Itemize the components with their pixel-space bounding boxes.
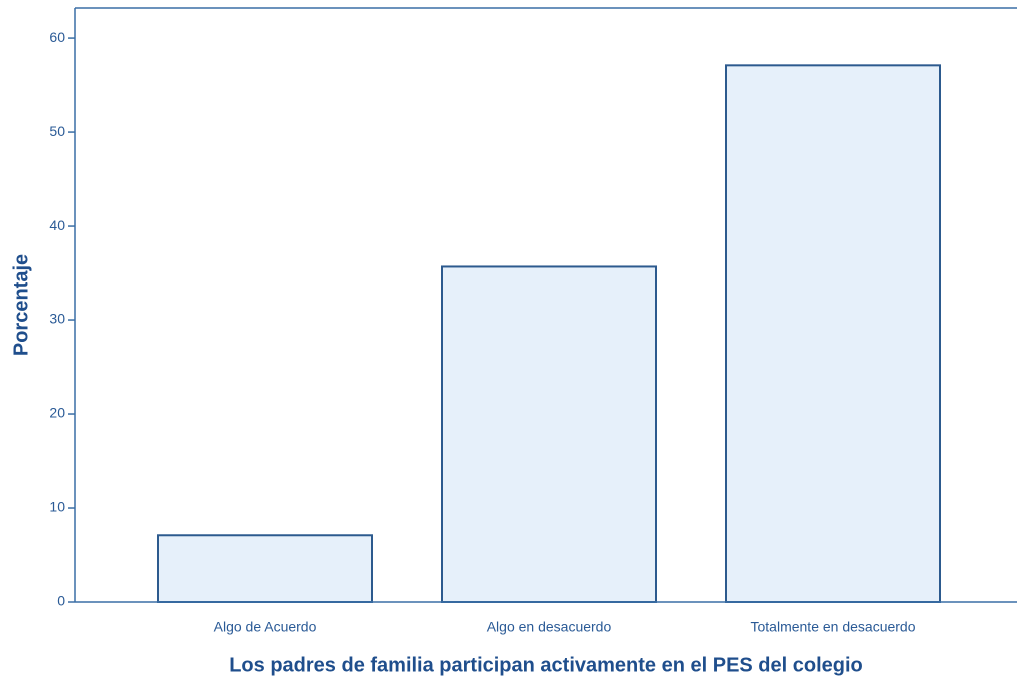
y-tick-label: 20 bbox=[49, 405, 65, 421]
y-tick-label: 50 bbox=[49, 123, 65, 139]
y-axis-title: Porcentaje bbox=[10, 254, 32, 356]
y-tick-label: 0 bbox=[57, 593, 65, 609]
bar bbox=[725, 64, 941, 603]
x-tick-label: Algo en desacuerdo bbox=[487, 619, 612, 635]
y-tick-label: 10 bbox=[49, 499, 65, 515]
y-tick-label: 30 bbox=[49, 311, 65, 327]
x-tick-label: Algo de Acuerdo bbox=[214, 619, 317, 635]
x-axis-title: Los padres de familia participan activam… bbox=[229, 654, 863, 676]
x-tick-label: Totalmente en desacuerdo bbox=[751, 619, 916, 635]
bar bbox=[441, 265, 657, 603]
y-tick-label: 60 bbox=[49, 29, 65, 45]
bar bbox=[157, 534, 373, 603]
y-tick-label: 40 bbox=[49, 217, 65, 233]
